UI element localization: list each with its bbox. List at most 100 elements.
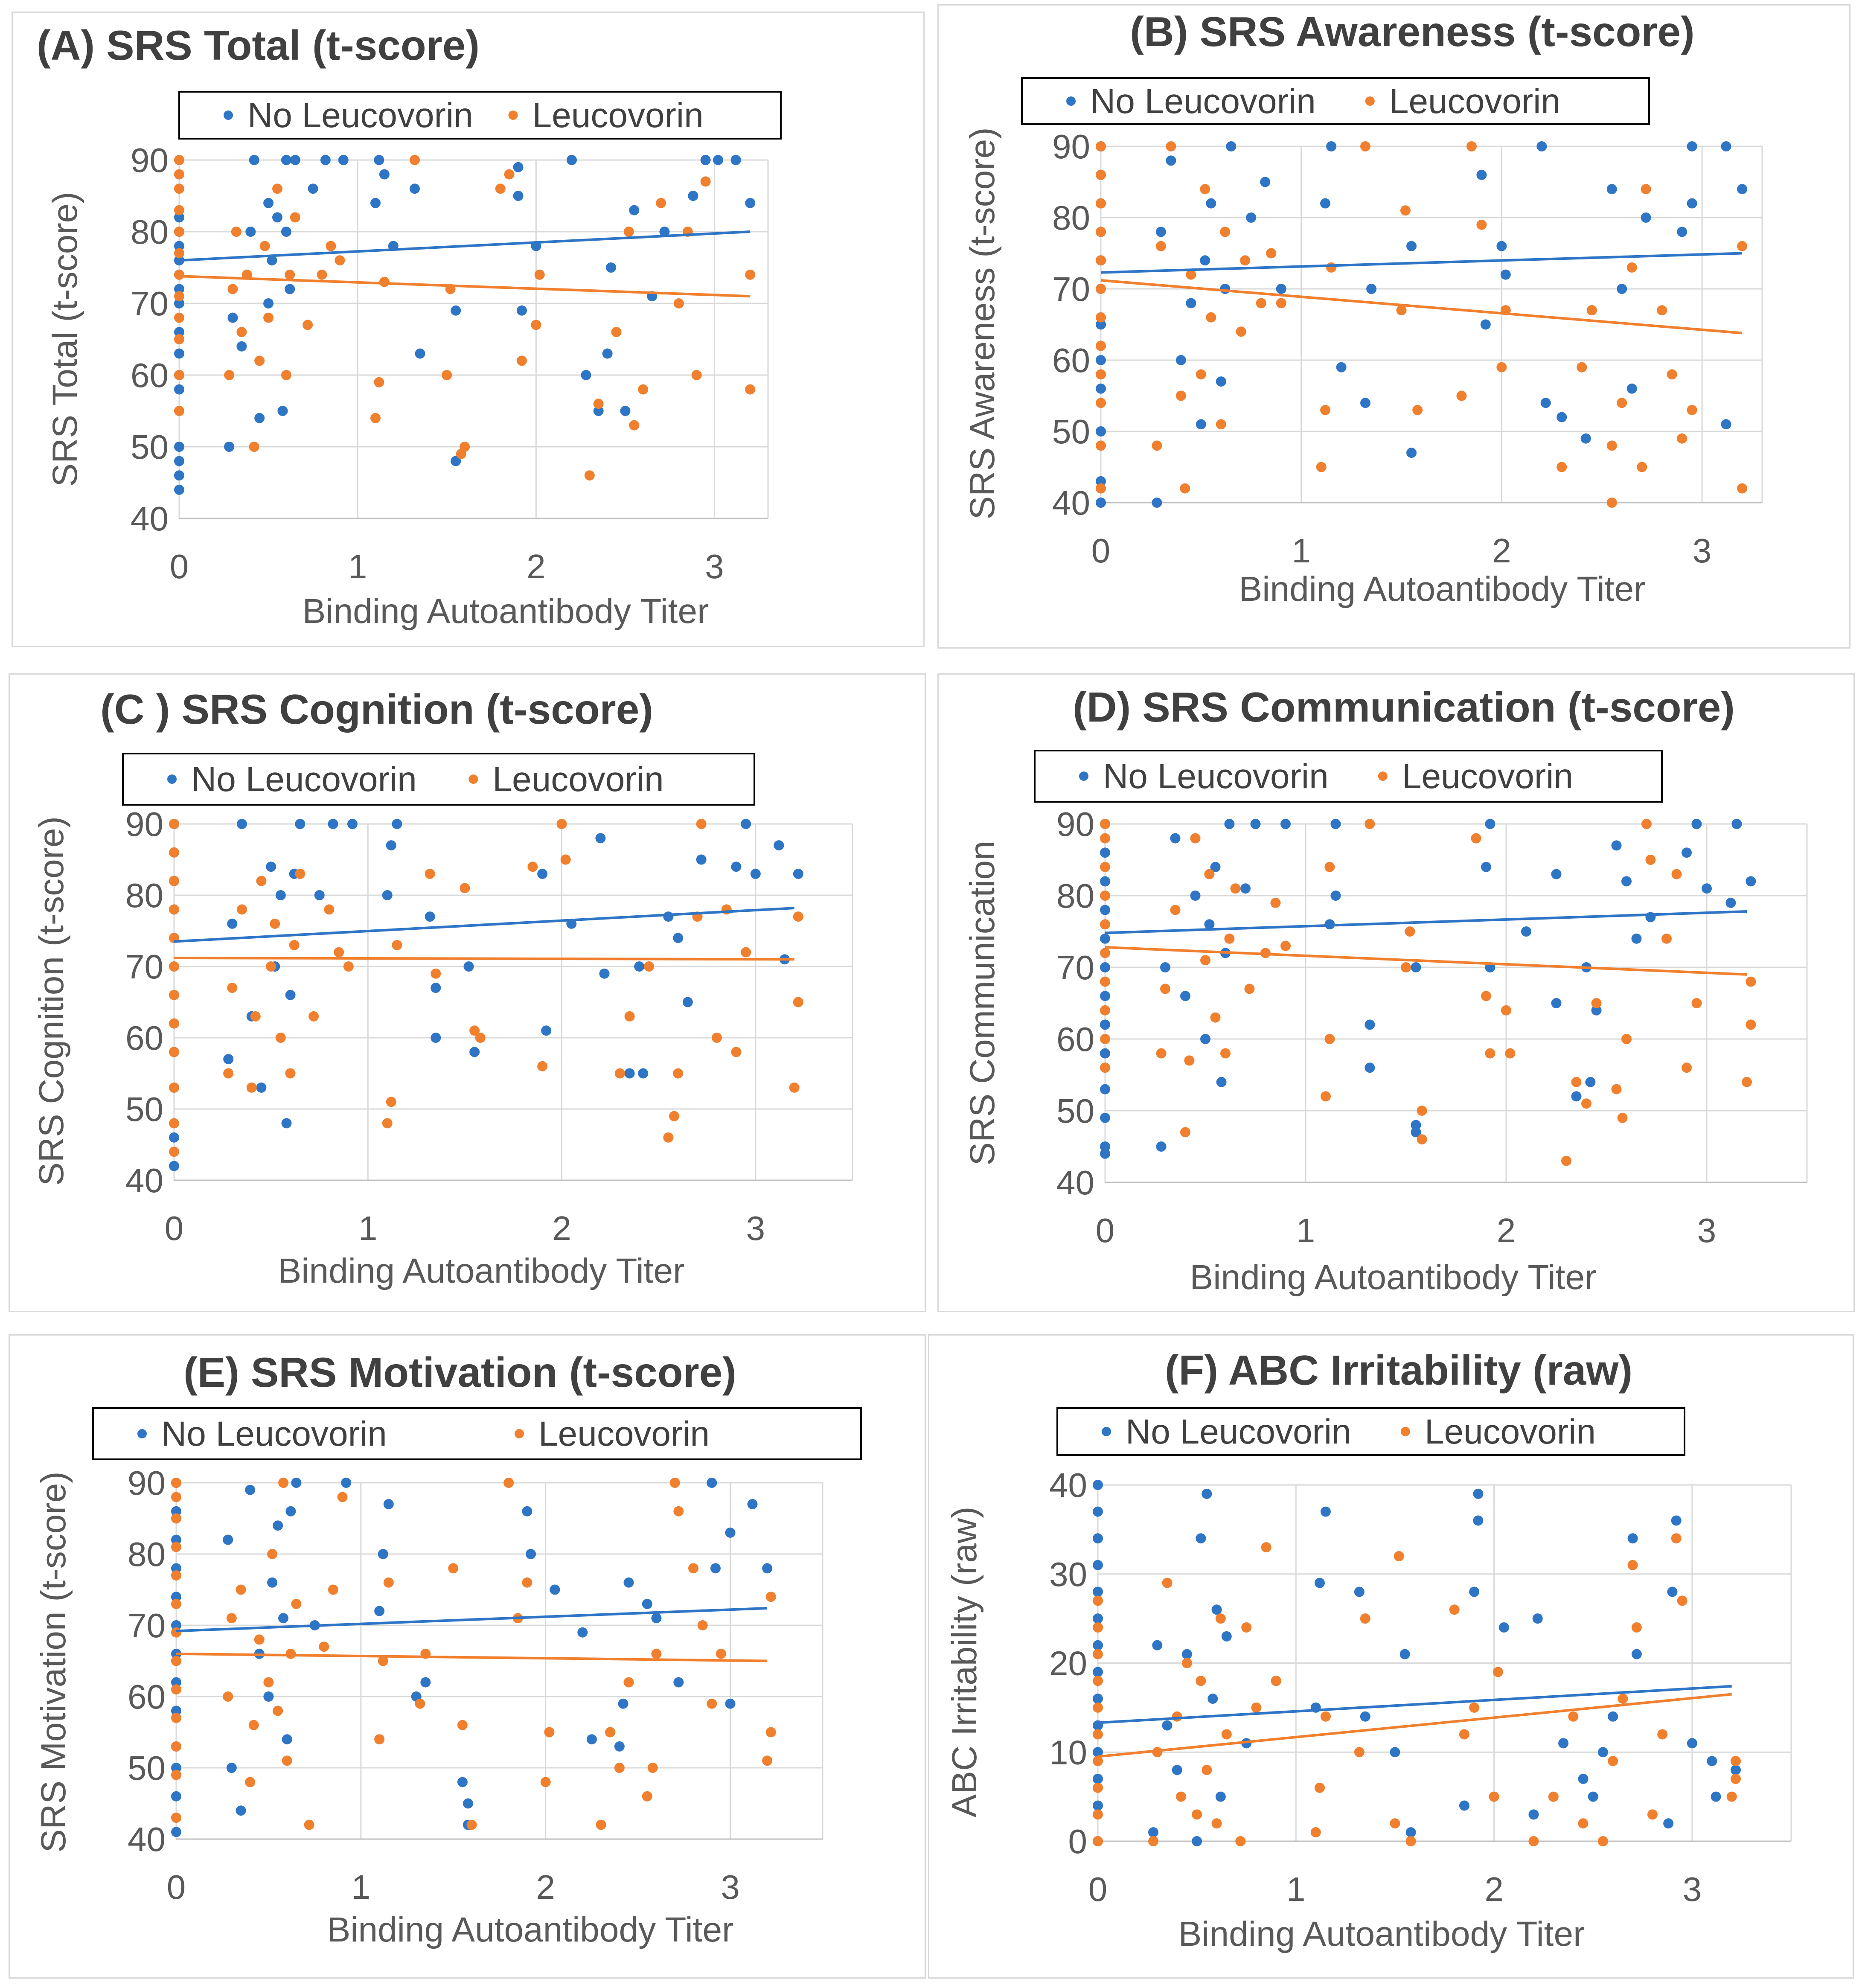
data-point	[1627, 1533, 1638, 1544]
data-point	[254, 355, 265, 366]
x-axis-label: Binding Autoantibody Titer	[303, 592, 709, 631]
chart-b-svg: (B) SRS Awareness (t-score) 40 50 60 70 80 90 0…	[963, 8, 1763, 608]
y-tick-label: 20	[1049, 1645, 1087, 1682]
data-point	[285, 1506, 296, 1516]
data-point	[174, 470, 184, 481]
data-point	[174, 241, 184, 251]
trendline-no-leucovorin	[174, 907, 794, 943]
data-point	[793, 997, 803, 1007]
data-point	[1156, 1048, 1167, 1059]
data-point	[673, 298, 684, 309]
data-point	[1330, 819, 1341, 829]
data-point	[527, 862, 538, 872]
data-point	[1687, 1738, 1697, 1749]
data-point	[174, 183, 184, 194]
data-point	[1354, 1747, 1365, 1758]
data-point	[379, 169, 390, 180]
data-point	[1200, 1034, 1210, 1044]
data-point	[1702, 883, 1712, 894]
data-point	[236, 1584, 246, 1595]
data-point	[1160, 962, 1170, 972]
x-tick-label: 3	[746, 1209, 765, 1247]
data-point	[1184, 1055, 1195, 1066]
data-point	[1471, 833, 1481, 844]
data-point	[236, 341, 247, 352]
data-point	[263, 298, 274, 309]
data-point	[174, 312, 184, 323]
data-point	[647, 1763, 658, 1773]
data-point	[1216, 376, 1226, 387]
data-point	[1500, 269, 1511, 280]
data-point	[227, 312, 238, 323]
data-point	[1411, 1120, 1421, 1130]
data-point	[725, 1698, 736, 1709]
chart-title: (F) ABC Irritability (raw)	[1165, 1347, 1632, 1394]
panel-a: (A) SRS Total (t-score) 40 50 60 70 80 90 0 1 2 3 B…	[12, 12, 925, 647]
data-point	[745, 384, 756, 395]
data-point	[1100, 1019, 1110, 1030]
data-point	[1230, 883, 1241, 894]
data-point	[1204, 869, 1215, 879]
data-point	[171, 1677, 181, 1688]
data-point	[308, 1011, 319, 1022]
data-point	[1707, 1756, 1717, 1767]
legend-marker-leucovorin	[1400, 1427, 1410, 1436]
data-point	[1626, 262, 1637, 273]
legend-label-no-leucovorin: No Leucovorin	[191, 760, 417, 799]
data-point	[1096, 440, 1106, 451]
data-point	[1631, 1622, 1642, 1633]
data-point	[285, 990, 296, 1000]
data-point	[1096, 355, 1106, 365]
data-point	[1096, 312, 1106, 323]
data-point	[267, 1577, 278, 1588]
data-point	[793, 868, 803, 879]
data-point	[1571, 1091, 1582, 1102]
data-point	[226, 1763, 237, 1773]
data-point	[169, 1082, 179, 1093]
data-point	[659, 227, 670, 237]
data-point	[541, 1025, 552, 1036]
data-point	[1244, 984, 1255, 994]
y-tick-label: 40	[1056, 1164, 1094, 1202]
data-point	[696, 854, 707, 865]
legend-box	[178, 91, 782, 140]
data-point	[267, 1549, 278, 1559]
data-point	[1647, 1809, 1658, 1820]
data-point	[623, 227, 634, 237]
data-point	[1721, 419, 1731, 430]
data-point	[425, 868, 435, 879]
y-tick-label: 50	[131, 428, 169, 466]
series-leucovorin	[169, 819, 803, 1157]
data-point	[1417, 1106, 1427, 1116]
y-tick-label: 70	[128, 1607, 166, 1645]
data-point	[629, 420, 640, 431]
data-point	[1485, 1048, 1495, 1059]
series-no-leucovorin	[174, 155, 756, 495]
data-point	[174, 327, 184, 338]
data-point	[1172, 1765, 1182, 1775]
legend-marker-leucovorin	[1378, 771, 1388, 781]
data-point	[1459, 1729, 1469, 1740]
data-point	[516, 355, 527, 366]
data-point	[1093, 1694, 1103, 1704]
legend-label-leucovorin: Leucovorin	[492, 760, 663, 799]
x-tick-label: 1	[1286, 1870, 1306, 1908]
data-point	[623, 1577, 634, 1588]
data-point	[1577, 362, 1587, 373]
data-point	[263, 1691, 274, 1702]
data-point	[614, 1741, 625, 1752]
data-point	[245, 1484, 256, 1495]
data-point	[425, 911, 435, 922]
data-point	[1466, 141, 1477, 151]
data-point	[638, 384, 649, 395]
data-point	[171, 1741, 181, 1752]
trendline-leucovorin	[1105, 946, 1747, 976]
data-point	[1276, 284, 1286, 294]
data-point	[1096, 141, 1106, 151]
data-point	[415, 348, 425, 359]
data-point	[1557, 462, 1567, 472]
data-point	[1540, 398, 1551, 408]
y-tick-label: 90	[1052, 128, 1090, 166]
x-tick-label: 1	[348, 547, 367, 585]
data-point	[1152, 1640, 1163, 1650]
